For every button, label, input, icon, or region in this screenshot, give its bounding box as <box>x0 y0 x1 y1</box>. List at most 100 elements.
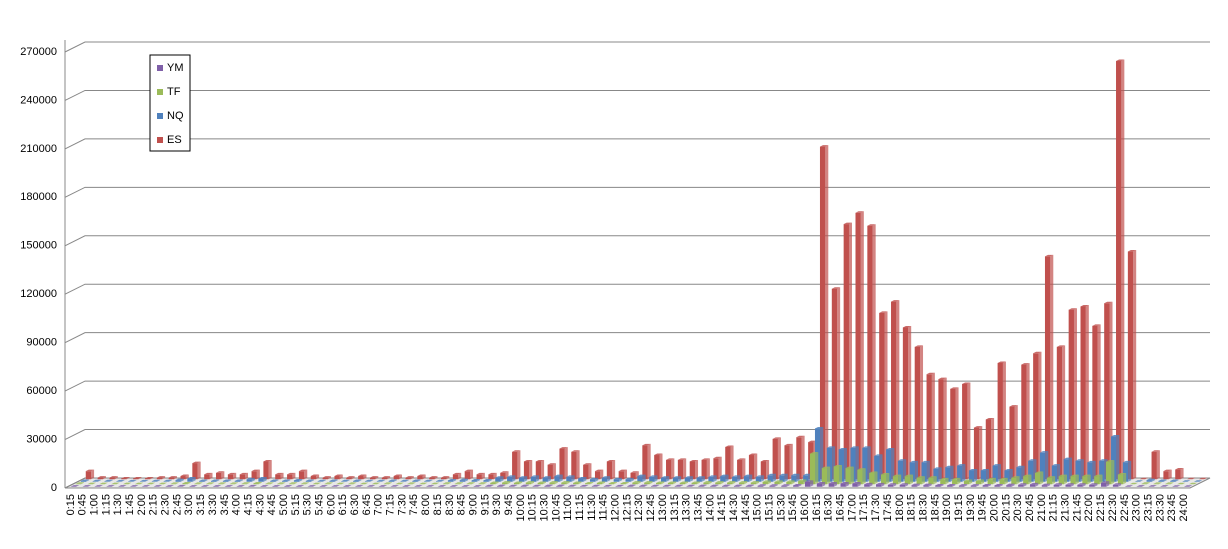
bar-front <box>412 481 417 482</box>
bar-front <box>1163 471 1168 479</box>
bar-front <box>893 476 898 484</box>
x-tick-label: 4:45 <box>266 494 278 515</box>
bar-front <box>544 486 549 487</box>
bar <box>756 475 764 481</box>
bar-front <box>253 483 258 484</box>
bar-side <box>920 345 923 479</box>
bar-side <box>1003 361 1006 479</box>
legend-label: NQ <box>167 110 184 122</box>
bar-front <box>692 483 697 484</box>
bar <box>204 473 212 479</box>
bar <box>228 473 236 479</box>
bar-front <box>1116 61 1121 479</box>
bar-side <box>863 468 866 484</box>
bar-front <box>275 474 280 479</box>
bar <box>881 473 889 484</box>
bar-front <box>382 478 387 480</box>
x-tick-label: 18:30 <box>917 494 929 522</box>
bar-front <box>642 445 647 479</box>
bar-front <box>952 479 957 484</box>
bar <box>905 475 913 485</box>
bar-front <box>781 486 786 487</box>
bar-front <box>98 478 103 480</box>
grid-line <box>65 284 1210 294</box>
bar <box>1175 468 1183 479</box>
bar-front <box>1011 478 1016 484</box>
bar-front <box>121 478 126 479</box>
x-tick-label: 9:00 <box>467 494 479 515</box>
bar <box>1116 60 1124 480</box>
legend-label: YM <box>167 62 184 74</box>
bar <box>654 454 662 480</box>
bar <box>619 470 627 480</box>
x-tick-label: 20:00 <box>989 494 1001 522</box>
bar-side <box>1064 475 1067 485</box>
bar-front <box>988 479 993 484</box>
bar-front <box>1057 347 1062 479</box>
bar-front <box>994 485 999 486</box>
x-tick-label: 10:45 <box>550 494 562 522</box>
bar-front <box>1065 485 1070 487</box>
bar-front <box>495 478 500 482</box>
bar-front <box>483 480 488 481</box>
bar-front <box>810 454 815 485</box>
bar-side <box>873 224 876 479</box>
x-tick-label: 11:00 <box>562 494 574 521</box>
x-tick-label: 11:30 <box>586 494 598 521</box>
bar <box>1080 305 1088 479</box>
bar-front <box>950 389 955 479</box>
x-tick-label: 16:30 <box>823 494 835 522</box>
bar <box>1011 476 1019 484</box>
x-tick-label: 15:45 <box>787 494 799 522</box>
bar-side <box>1045 451 1048 482</box>
bar-front <box>561 483 566 485</box>
bar-side <box>198 462 201 480</box>
bar <box>810 452 818 484</box>
bar-front <box>751 483 756 485</box>
bar <box>1023 475 1031 485</box>
bar-side <box>1076 475 1079 485</box>
bar-side <box>974 469 977 482</box>
bar-front <box>571 452 576 479</box>
x-tick-label: 8:45 <box>456 494 468 515</box>
bar <box>998 361 1006 479</box>
x-tick-label: 13:00 <box>657 494 669 522</box>
bar-front <box>697 478 702 482</box>
x-tick-label: 18:00 <box>894 494 906 522</box>
x-tick-label: 16:00 <box>799 494 811 522</box>
bar-front <box>959 486 964 487</box>
bar-side <box>660 454 663 480</box>
y-tick-label: 30000 <box>26 433 57 445</box>
bar-front <box>900 485 905 487</box>
x-tick-label: 5:45 <box>314 494 326 515</box>
bar-front <box>157 478 162 480</box>
bar <box>507 475 515 481</box>
bar-front <box>182 483 187 484</box>
bar-side <box>707 458 710 479</box>
bar-side <box>886 473 889 484</box>
x-tick-label: 22:45 <box>1119 494 1131 522</box>
bar-front <box>187 479 192 482</box>
x-tick-label: 18:15 <box>906 494 918 522</box>
bar-front <box>727 483 732 485</box>
bar-front <box>1006 485 1011 487</box>
bar <box>86 470 94 480</box>
bar-front <box>1047 478 1052 484</box>
bar <box>299 470 307 480</box>
y-tick-label: 90000 <box>26 337 57 349</box>
bar-front <box>472 480 477 481</box>
bar <box>805 480 813 486</box>
x-tick-label: 19:30 <box>965 494 977 522</box>
bar <box>725 445 733 479</box>
bar <box>263 460 271 479</box>
x-tick-label: 18:45 <box>929 494 941 522</box>
bar <box>708 475 716 481</box>
bar-front <box>477 474 482 479</box>
bar <box>571 450 579 479</box>
x-tick-label: 13:15 <box>669 494 681 522</box>
x-tick-label: 21:45 <box>1071 494 1083 522</box>
bar <box>940 478 948 484</box>
bar-side <box>529 460 532 479</box>
